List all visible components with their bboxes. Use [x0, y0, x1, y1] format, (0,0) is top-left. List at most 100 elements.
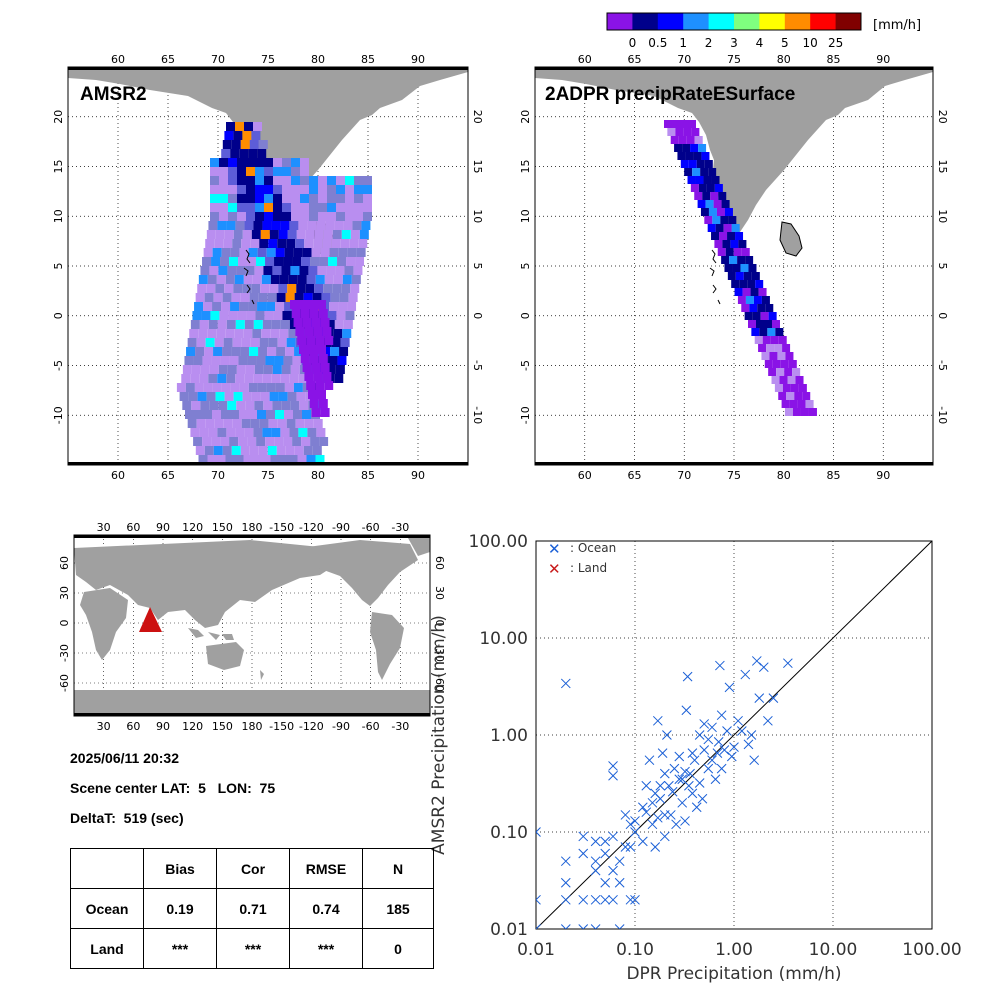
point-stroke: [691, 802, 702, 813]
precip-pixel: [680, 160, 689, 168]
precip-pixel: [257, 149, 267, 158]
precip-pixel: [693, 152, 702, 160]
precip-pixel: [234, 455, 244, 464]
ocean-point: [703, 734, 714, 745]
precip-pixel: [221, 302, 231, 311]
point-stroke: [754, 693, 765, 703]
precip-pixel: [239, 302, 249, 311]
precip-pixel: [203, 410, 212, 419]
precip-pixel: [764, 360, 773, 368]
precip-pixel: [252, 329, 262, 338]
precip-pixel: [718, 192, 727, 200]
precip-pixel: [744, 312, 753, 320]
precip-pixel: [345, 212, 354, 221]
precip-pixel: [312, 446, 322, 455]
point-stroke: [694, 730, 705, 740]
precip-pixel: [310, 257, 320, 266]
precip-pixel: [729, 256, 738, 264]
precip-pixel: [297, 455, 307, 464]
precip-pixel: [742, 288, 751, 296]
precip-pixel: [200, 266, 210, 275]
world-lon-tick-top: 30: [97, 521, 111, 534]
point-stroke: [644, 755, 655, 766]
precip-pixel: [345, 311, 355, 320]
world-lon-tick-top: -90: [332, 521, 350, 534]
precip-pixel: [712, 216, 721, 224]
ocean-point: [644, 755, 655, 766]
x-tick-label: 1.00: [715, 940, 753, 960]
x-tick-label: 10.00: [809, 940, 858, 960]
precip-pixel: [772, 360, 781, 368]
precip-pixel: [190, 320, 200, 329]
precip-pixel: [749, 304, 758, 312]
precip-pixel: [707, 224, 716, 232]
map-lon-tick-top: 65: [161, 53, 175, 66]
precip-pixel: [354, 194, 363, 203]
precip-pixel: [782, 384, 791, 392]
point-stroke: [749, 755, 760, 766]
precip-pixel: [257, 248, 267, 257]
precip-pixel: [720, 216, 729, 224]
y-tick-label: 100.00: [469, 532, 528, 552]
colorbar-tick-label: 2: [705, 36, 713, 50]
precip-pixel: [670, 136, 679, 144]
point-stroke: [664, 780, 674, 791]
ocean-point: [694, 730, 705, 740]
map-lon-tick-bottom: 75: [727, 469, 741, 482]
precip-pixel: [244, 428, 254, 437]
precip-pixel: [304, 327, 314, 336]
precip-pixel: [260, 284, 270, 293]
precip-pixel: [323, 284, 333, 293]
precip-pixel: [336, 212, 345, 221]
ocean-point: [590, 856, 601, 867]
precip-pixel: [764, 320, 772, 328]
ocean-point: [751, 656, 762, 666]
precip-pixel: [337, 356, 347, 365]
precip-pixel: [293, 383, 303, 392]
ocean-point: [578, 894, 589, 905]
india-landmass-dpr: [535, 67, 933, 235]
precip-pixel: [216, 329, 226, 338]
precip-pixel: [240, 140, 250, 149]
precip-pixel: [322, 239, 332, 248]
precip-pixel: [756, 320, 764, 328]
ocean-point: [600, 877, 611, 888]
precip-pixel: [282, 167, 291, 176]
precip-pixel: [199, 374, 209, 383]
precip-pixel: [361, 221, 371, 230]
precip-pixel: [288, 275, 298, 284]
map-lon-tick-top: 60: [578, 53, 592, 66]
x-tick-label: 100.00: [902, 940, 961, 960]
precip-pixel: [334, 221, 344, 230]
precip-pixel: [205, 338, 215, 347]
map-lon-tick-bottom: 85: [827, 469, 841, 482]
stats-cell: ***: [216, 928, 290, 969]
precip-pixel: [284, 410, 293, 419]
precip-pixel: [259, 239, 269, 248]
map-lon-tick-top: 90: [876, 53, 890, 66]
precip-pixel: [306, 381, 316, 390]
new-zealand: [260, 670, 264, 680]
precip-pixel: [769, 352, 778, 360]
precip-pixel: [330, 347, 340, 356]
precip-pixel: [209, 365, 219, 374]
precip-pixel: [203, 383, 213, 392]
precip-pixel: [244, 320, 254, 329]
precip-pixel: [202, 356, 212, 365]
precip-pixel: [768, 312, 777, 320]
precip-pixel: [245, 266, 255, 275]
map-lat-tick-right: -5: [936, 360, 949, 371]
dpr-bottom-border: [535, 462, 933, 465]
stats-cell: ***: [289, 928, 363, 969]
precip-pixel: [272, 365, 282, 374]
precip-pixel: [254, 365, 264, 374]
ocean-point: [685, 768, 695, 779]
ocean-point: [749, 755, 760, 766]
point-stroke: [647, 797, 658, 808]
precip-pixel: [320, 363, 330, 372]
point-stroke: [722, 726, 732, 736]
precip-pixel: [291, 167, 300, 176]
colorbar-tick-label: 0.5: [648, 36, 667, 50]
precip-pixel: [713, 200, 722, 208]
map-lat-tick-right: 10: [936, 209, 949, 223]
